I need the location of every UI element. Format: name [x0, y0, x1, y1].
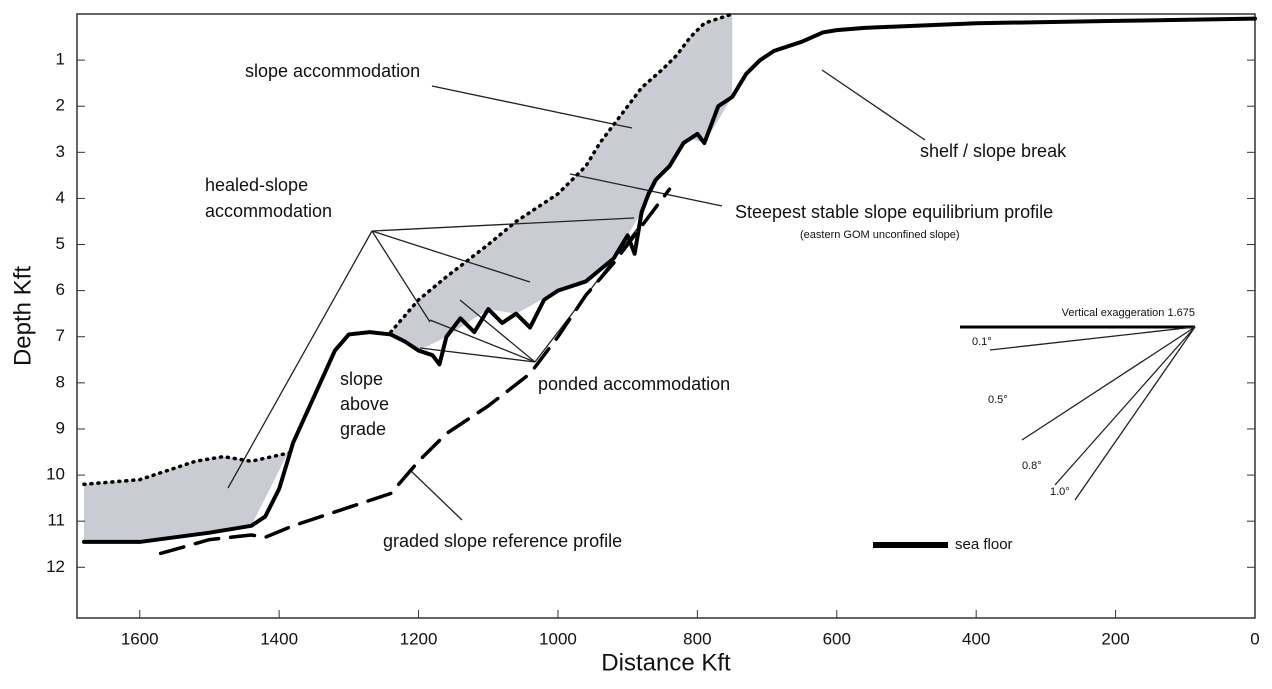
inset-label: 1.0° [1050, 486, 1070, 498]
chart: Distance Kft Depth Kft slope accommodati… [0, 0, 1272, 684]
y-tick-label: 6 [56, 280, 65, 299]
y-axis-label: Depth Kft [9, 266, 36, 366]
inset-title: Vertical exaggeration 1.675 [1062, 307, 1195, 319]
y-tick-label: 1 [56, 50, 65, 69]
x-tick-label: 1600 [121, 629, 159, 648]
pointer [822, 70, 925, 140]
y-tick-label: 10 [46, 465, 65, 484]
x-tick-label: 800 [683, 629, 711, 648]
y-tick-label: 7 [56, 326, 65, 345]
y-tick-label: 11 [47, 511, 65, 530]
x-tick-label: 200 [1101, 629, 1129, 648]
annotation: (eastern GOM unconfined slope) [800, 229, 960, 241]
x-tick-label: 1400 [260, 629, 298, 648]
x-tick-label: 600 [823, 629, 851, 648]
pointer [432, 86, 632, 128]
annotation: accommodation [205, 201, 332, 221]
y-tick-label: 12 [46, 557, 65, 576]
legend-label: sea floor [955, 536, 1013, 553]
fills [84, 14, 732, 542]
inset-lines [990, 327, 1195, 500]
series-label: Steepest stable slope equilibrium profil… [735, 202, 1053, 222]
inset-label: 0.1° [972, 336, 992, 348]
pointer [410, 470, 462, 520]
series-label: graded slope reference profile [383, 531, 622, 551]
y-tick-label: 8 [56, 372, 65, 391]
y-tick-label: 5 [56, 234, 65, 253]
annotation: grade [340, 419, 386, 439]
inset-label: 0.8° [1022, 460, 1042, 472]
x-tick-label: 0 [1250, 629, 1259, 648]
x-axis-label: Distance Kft [601, 649, 731, 676]
y-tick-label: 4 [56, 188, 65, 207]
annotation: healed-slope [205, 175, 308, 195]
annotation: slope [340, 369, 383, 389]
accommodation-area [391, 14, 733, 351]
annotation: shelf / slope break [920, 141, 1067, 161]
annotation: ponded accommodation [538, 374, 730, 394]
x-tick-label: 1000 [539, 629, 577, 648]
annotation: slope accommodation [245, 61, 420, 81]
y-tick-label: 9 [56, 418, 65, 437]
y-tick-label: 2 [56, 96, 65, 115]
inset-label: 0.5° [988, 394, 1008, 406]
x-tick-label: 400 [962, 629, 990, 648]
x-tick-label: 1200 [400, 629, 438, 648]
y-tick-label: 3 [56, 142, 65, 161]
annotation: above [340, 394, 389, 414]
